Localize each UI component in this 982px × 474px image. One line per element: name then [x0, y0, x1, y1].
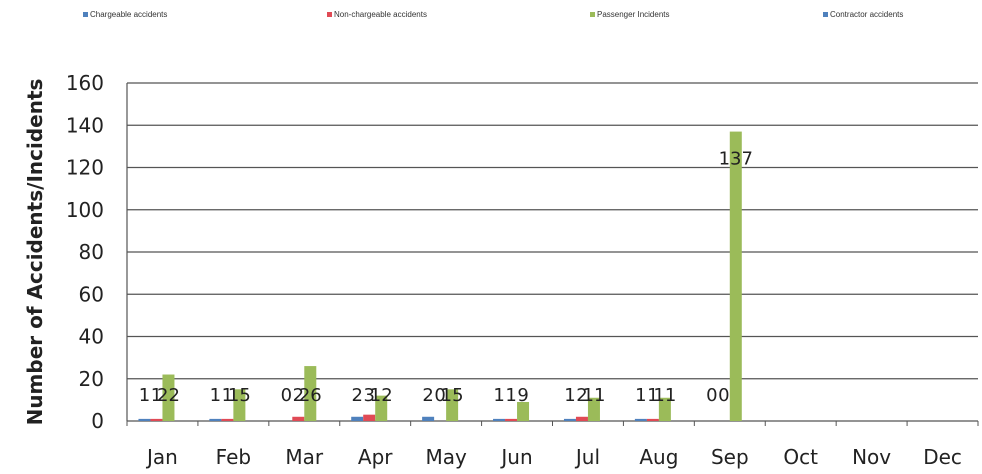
data-label: 0 — [718, 385, 729, 406]
data-label: 0 — [281, 385, 292, 406]
bar — [221, 418, 234, 421]
x-tick-label: Jul — [574, 445, 600, 469]
x-tick-label: Jan — [145, 445, 178, 469]
bar — [292, 416, 305, 421]
data-label: 9 — [517, 385, 528, 406]
bar — [646, 418, 659, 421]
bar — [563, 418, 576, 421]
data-label: 1 — [647, 385, 658, 406]
grid — [126, 82, 979, 426]
bar — [446, 389, 459, 421]
data-label: 1 — [139, 385, 150, 406]
data-label: 1 — [222, 385, 233, 406]
bar — [505, 418, 518, 421]
bar — [363, 414, 376, 421]
legend-swatch — [590, 12, 595, 17]
data-label: 1 — [505, 385, 516, 406]
bars — [138, 131, 742, 421]
y-tick-label: 20 — [79, 367, 104, 391]
data-label: 1 — [210, 385, 221, 406]
legend-label: Non-chargeable accidents — [334, 10, 427, 19]
x-tick-label: Apr — [358, 445, 393, 469]
data-label: 2 — [293, 385, 304, 406]
y-axis-ticks: 0 20 40 60 80 100 120 140 160 — [66, 71, 104, 433]
bar — [351, 416, 364, 421]
bar — [587, 397, 600, 421]
y-tick-label: 100 — [66, 198, 104, 222]
y-tick-label: 80 — [79, 240, 104, 264]
bar — [634, 418, 647, 421]
bar — [575, 416, 588, 421]
data-label: 2 — [576, 385, 587, 406]
data-label: 2 — [422, 385, 433, 406]
y-tick-label: 160 — [66, 71, 104, 95]
data-label: 3 — [363, 385, 374, 406]
data-label: 26 — [299, 385, 322, 406]
x-tick-label: Mar — [285, 445, 324, 469]
legend-swatch — [83, 12, 88, 17]
data-label: 11 — [583, 385, 606, 406]
bar — [209, 418, 222, 421]
y-tick-label: 120 — [66, 156, 104, 180]
bar — [150, 418, 163, 421]
data-label: 1 — [151, 385, 162, 406]
data-label: 1 — [493, 385, 504, 406]
x-tick-label: Sep — [711, 445, 749, 469]
data-label: 15 — [228, 385, 251, 406]
bar — [422, 416, 435, 421]
x-tick-label: Aug — [639, 445, 678, 469]
legend-swatch — [823, 12, 828, 17]
y-axis-label: Number of Accidents/Incidents — [23, 79, 47, 426]
data-label: 0 — [706, 385, 717, 406]
bar — [233, 389, 246, 421]
data-label: 15 — [441, 385, 464, 406]
legend-label: Chargeable accidents — [90, 10, 167, 19]
x-tick-label: May — [425, 445, 467, 469]
y-tick-label: 60 — [79, 282, 104, 306]
bar — [658, 397, 671, 421]
legend-label: Contractor accidents — [830, 10, 903, 19]
data-label: 1 — [635, 385, 646, 406]
legend-swatch — [327, 12, 332, 17]
y-tick-label: 0 — [91, 409, 104, 433]
bar — [517, 401, 530, 421]
bar — [375, 395, 388, 421]
x-tick-label: Jun — [499, 445, 532, 469]
data-label: 1 — [564, 385, 575, 406]
x-tick-label: Oct — [783, 445, 818, 469]
data-label: 11 — [653, 385, 676, 406]
bar — [138, 418, 151, 421]
bar — [162, 374, 175, 421]
x-tick-label: Dec — [923, 445, 962, 469]
x-tick-label: Feb — [216, 445, 251, 469]
x-axis-ticks: Jan Feb Mar Apr May Jun Jul Aug Sep Oct Nov Dec — [145, 445, 962, 469]
bar — [493, 418, 506, 421]
bar — [729, 131, 742, 421]
legend: Chargeable accidents Non-chargeable accid… — [83, 10, 903, 19]
legend-label: Passenger Incidents — [597, 10, 670, 19]
bar — [304, 366, 317, 421]
data-label: 12 — [370, 385, 393, 406]
data-label: 2 — [351, 385, 362, 406]
y-tick-label: 40 — [79, 325, 104, 349]
data-label: 0 — [434, 385, 445, 406]
x-tick-label: Nov — [852, 445, 891, 469]
data-label: 137 — [719, 149, 753, 170]
data-label: 22 — [157, 385, 180, 406]
y-tick-label: 140 — [66, 113, 104, 137]
